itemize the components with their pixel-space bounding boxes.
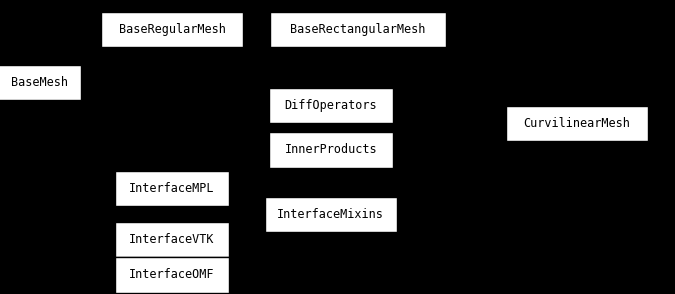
- Text: InterfaceVTK: InterfaceVTK: [130, 233, 215, 246]
- Text: InterfaceMixins: InterfaceMixins: [277, 208, 384, 221]
- FancyBboxPatch shape: [101, 12, 243, 47]
- Text: BaseRectangularMesh: BaseRectangularMesh: [290, 23, 425, 36]
- FancyBboxPatch shape: [270, 12, 446, 47]
- Text: InterfaceOMF: InterfaceOMF: [130, 268, 215, 281]
- Text: InterfaceMPL: InterfaceMPL: [130, 182, 215, 195]
- Text: BaseRegularMesh: BaseRegularMesh: [119, 23, 225, 36]
- FancyBboxPatch shape: [269, 132, 393, 168]
- Text: BaseMesh: BaseMesh: [11, 76, 68, 89]
- FancyBboxPatch shape: [115, 222, 230, 257]
- FancyBboxPatch shape: [115, 257, 230, 293]
- Text: CurvilinearMesh: CurvilinearMesh: [524, 117, 630, 130]
- Text: DiffOperators: DiffOperators: [284, 99, 377, 112]
- FancyBboxPatch shape: [269, 88, 393, 123]
- FancyBboxPatch shape: [506, 106, 648, 141]
- FancyBboxPatch shape: [0, 65, 81, 100]
- Text: InnerProducts: InnerProducts: [284, 143, 377, 156]
- FancyBboxPatch shape: [265, 197, 397, 232]
- FancyBboxPatch shape: [115, 171, 230, 206]
